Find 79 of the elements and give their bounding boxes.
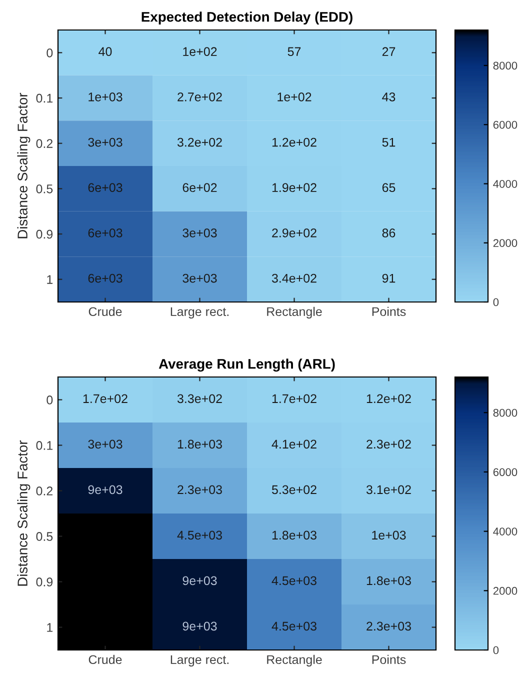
y-tick-label: 0.9: [36, 230, 53, 239]
y-tick-label: 1: [47, 275, 53, 284]
data-label: 6e+03: [88, 228, 122, 238]
data-label: 1e+03: [88, 92, 122, 102]
data-label: 40: [98, 47, 112, 56]
data-label: 57: [288, 47, 301, 56]
data-label: 86: [382, 228, 396, 238]
y-tick-label: 0.1: [36, 441, 53, 450]
data-label: 1.8e+03: [272, 530, 316, 540]
y-tick-label: 0: [46, 48, 53, 58]
data-label: 65: [382, 183, 396, 192]
data-label: 1.8e+03: [366, 576, 411, 586]
x-tick-label: Rectangle: [267, 654, 322, 667]
y-tick-label: 0.9: [36, 578, 53, 586]
x-tick-label: Large rect.: [170, 307, 228, 319]
color-bar-label: 6000: [493, 120, 518, 129]
x-tick-label: Crude: [88, 654, 122, 664]
chart-title: Expected Detection Delay (EDD): [142, 12, 352, 25]
data-label: 3e+03: [88, 440, 122, 449]
data-label: 4.5e+03: [272, 576, 316, 586]
data-label: 3.2e+02: [177, 138, 222, 147]
color-bar-label: 6000: [493, 468, 518, 476]
data-label: 2.3e+02: [366, 440, 411, 449]
data-label: 43: [382, 92, 396, 102]
color-bar-label: 8000: [493, 62, 518, 70]
data-label: 3e+03: [88, 138, 122, 147]
data-label: 6e+02: [182, 183, 217, 192]
x-tick-label: Rectangle: [267, 306, 322, 319]
x-tick-label: Points: [372, 654, 406, 664]
data-label: 9e+03: [88, 485, 122, 494]
data-label: 27: [382, 47, 396, 56]
y-tick-label: 0: [46, 396, 53, 404]
chart-title: Average Run Length (ARL): [158, 358, 335, 372]
x-tick-label: Large rect.: [170, 655, 228, 667]
color-bar-label: 8000: [493, 408, 518, 417]
color-bar-label: 2000: [493, 586, 518, 595]
data-label: 5.3e+02: [272, 485, 316, 494]
data-label: 3.4e+02: [272, 274, 316, 283]
data-label: 1.2e+02: [366, 394, 411, 404]
color-bar-label: 2000: [493, 239, 518, 248]
data-label: 3.3e+02: [177, 394, 222, 404]
color-bar-label: 4000: [493, 528, 518, 536]
data-label: 3.1e+02: [366, 485, 411, 494]
data-label: 1.9e+02: [272, 183, 316, 192]
y-tick-label: 0.2: [36, 486, 53, 496]
data-label: 91: [382, 274, 396, 283]
color-bar-label: 0: [493, 646, 499, 654]
data-label: 6e+03: [88, 274, 122, 283]
data-label: 1.7e+02: [272, 394, 316, 404]
data-label: 4.1e+02: [272, 440, 316, 449]
data-label: 2.3e+03: [366, 622, 411, 631]
data-label: 1e+02: [278, 92, 312, 102]
y-tick-label: 0.1: [36, 94, 53, 103]
y-tick-label: 1: [47, 623, 53, 632]
data-label: 4.5e+03: [272, 622, 316, 631]
x-tick-label: Crude: [88, 306, 122, 316]
data-label: 9e+03: [182, 576, 217, 586]
y-axis-title: Distance Scaling Factor: [17, 92, 30, 238]
data-label: 6e+03: [88, 183, 122, 192]
y-tick-label: 0.5: [36, 184, 53, 194]
y-tick-label: 0.5: [36, 532, 53, 541]
data-label: 1e+02: [183, 47, 217, 56]
data-label: 1.7e+02: [83, 394, 128, 404]
x-tick-label: Points: [372, 306, 406, 316]
data-label: 4.5e+03: [177, 530, 222, 540]
data-label: 2.3e+03: [178, 485, 222, 494]
color-bar-label: 4000: [493, 180, 518, 188]
data-label: 51: [382, 138, 396, 147]
data-label: 1e+03: [372, 530, 406, 540]
data-label: 2.9e+02: [272, 228, 316, 238]
color-bar-label: 0: [493, 298, 499, 306]
data-label: 1.2e+02: [272, 138, 316, 147]
data-label: 1.8e+03: [178, 440, 222, 449]
data-label: 2.7e+02: [178, 92, 222, 102]
data-label: 3e+03: [182, 228, 217, 238]
data-label: 9e+03: [182, 622, 217, 631]
y-axis-title: Distance Scaling Factor: [17, 440, 30, 586]
y-tick-label: 0.2: [36, 139, 53, 148]
data-label: 3e+03: [182, 274, 217, 283]
